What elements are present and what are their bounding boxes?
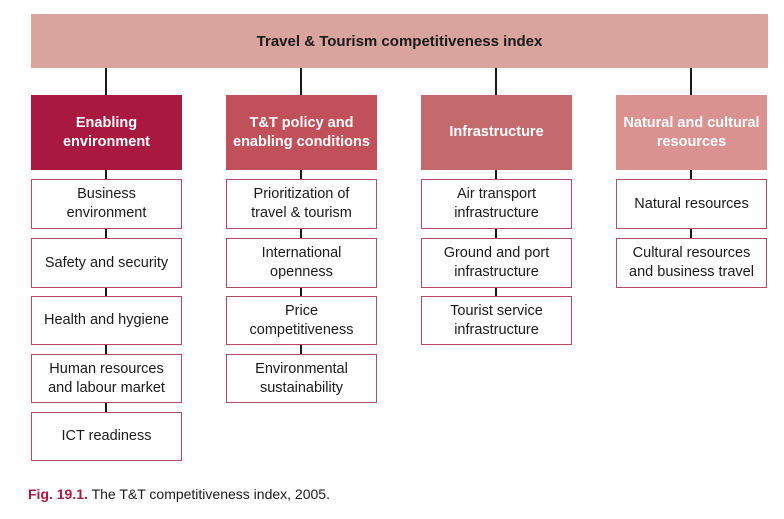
factor-box: Health and hygiene [31, 296, 182, 345]
factor-box: Environmental sustainability [226, 354, 377, 403]
figure-caption: Fig. 19.1. The T&T competitiveness index… [28, 486, 330, 502]
column-header-infrastructure: Infrastructure [421, 95, 572, 170]
connector [105, 288, 107, 296]
connector [105, 170, 107, 179]
index-title-box: Travel & Tourism competitiveness index [31, 14, 768, 68]
factor-box: Price competitiveness [226, 296, 377, 345]
connector [300, 68, 302, 95]
connector [105, 403, 107, 412]
connector [300, 288, 302, 296]
factor-box: Prioritization of travel & tourism [226, 179, 377, 229]
connector [495, 170, 497, 179]
factor-box: Safety and security [31, 238, 182, 288]
factor-box: Natural resources [616, 179, 767, 229]
connector [495, 288, 497, 296]
factor-box: Business environment [31, 179, 182, 229]
connector [105, 68, 107, 95]
connector [105, 345, 107, 354]
connector [495, 68, 497, 95]
column-header-natural-cultural-resources: Natural and cultural resources [616, 95, 767, 170]
connector [690, 170, 692, 179]
factor-box: Tourist service infrastructure [421, 296, 572, 345]
connector [690, 68, 692, 95]
factor-box: Air transport infrastructure [421, 179, 572, 229]
factor-box: ICT readiness [31, 412, 182, 461]
column-header-enabling-environment: Enabling environment [31, 95, 182, 170]
factor-box: Ground and port infrastructure [421, 238, 572, 288]
connector [495, 229, 497, 238]
connector [105, 229, 107, 238]
figure-caption-text: The T&T competitiveness index, 2005. [91, 486, 330, 502]
connector [300, 170, 302, 179]
connector [300, 345, 302, 354]
factor-box: Human resources and labour market [31, 354, 182, 403]
index-title: Travel & Tourism competitiveness index [256, 32, 543, 50]
connector [690, 229, 692, 238]
connector [300, 229, 302, 238]
factor-box: Cultural resources and business travel [616, 238, 767, 288]
factor-box: International openness [226, 238, 377, 288]
figure-label: Fig. 19.1. [28, 486, 88, 502]
column-header-tt-policy: T&T policy and enabling conditions [226, 95, 377, 170]
